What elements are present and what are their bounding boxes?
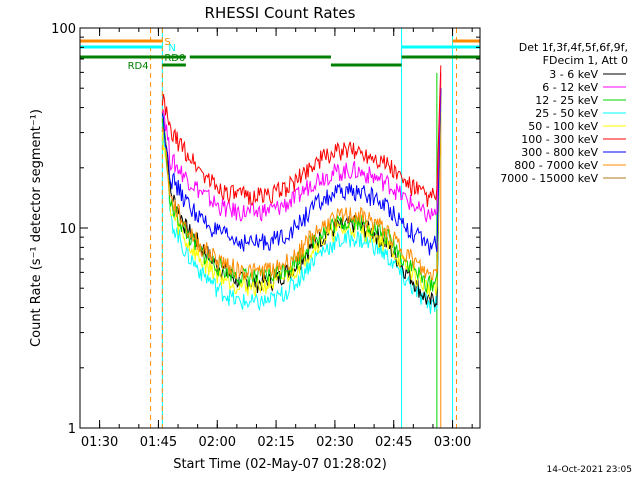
series-line-4 — [161, 111, 442, 298]
decimation-state-label: RD4 — [128, 61, 149, 72]
x-tick-label: 02:45 — [375, 435, 412, 450]
plot-area — [150, 28, 457, 428]
x-tick-label: 02:00 — [199, 435, 236, 450]
legend-header-line-1: Det 1f,3f,4f,5f,6f,9f, — [519, 41, 628, 54]
y-axis-label: Count Rate (s⁻¹ detector segment⁻¹) — [29, 109, 44, 347]
y-tick-label: 100 — [51, 22, 76, 37]
state-bars: SN RD4 RD0 — [80, 37, 480, 72]
legend-entry-label: 25 - 50 keV — [535, 107, 598, 120]
series-layer — [161, 65, 442, 314]
x-tick-label: 03:00 — [434, 435, 471, 450]
legend-entry-label: 300 - 800 keV — [521, 146, 598, 159]
night-state-label: N — [168, 43, 175, 54]
x-tick-label: 02:15 — [257, 435, 294, 450]
legend-entry-label: 3 - 6 keV — [549, 68, 598, 81]
y-tick-label: 1 — [68, 422, 76, 437]
series-line-1 — [161, 72, 442, 223]
x-tick-label: 01:45 — [140, 435, 177, 450]
chart-title: RHESSI Count Rates — [205, 4, 356, 22]
y-axis: 1 10 100 — [51, 22, 480, 437]
legend-entry-label: 6 - 12 keV — [542, 81, 598, 94]
footer-date: 14-Oct-2021 23:05 — [547, 465, 632, 475]
series-line-6 — [161, 88, 442, 256]
legend-entry-label: 12 - 25 keV — [535, 94, 598, 107]
legend-entry-label: 800 - 7000 keV — [514, 159, 598, 172]
legend-entry-label: 7000 - 15000 keV — [500, 172, 598, 185]
legend-entry-label: 100 - 300 keV — [521, 133, 598, 146]
decimation-state-label: RD0 — [164, 53, 185, 64]
attenuator-state-label: S — [164, 37, 170, 48]
y-tick-label: 10 — [59, 222, 76, 237]
x-tick-label: 02:30 — [316, 435, 353, 450]
legend: Det 1f,3f,4f,5f,6f,9f, FDecim 1, Att 0 3… — [500, 41, 628, 185]
x-axis-label: Start Time (02-May-07 01:28:02) — [173, 457, 387, 472]
series-line-7 — [161, 99, 442, 281]
x-tick-label: 01:30 — [81, 435, 118, 450]
series-line-5 — [161, 65, 442, 208]
legend-entry-label: 50 - 100 keV — [528, 120, 598, 133]
legend-header-line-2: FDecim 1, Att 0 — [543, 54, 628, 67]
x-axis: 01:30 01:45 02:00 02:15 02:30 02:45 03:00 — [79, 28, 473, 450]
series-line-3 — [161, 107, 442, 314]
